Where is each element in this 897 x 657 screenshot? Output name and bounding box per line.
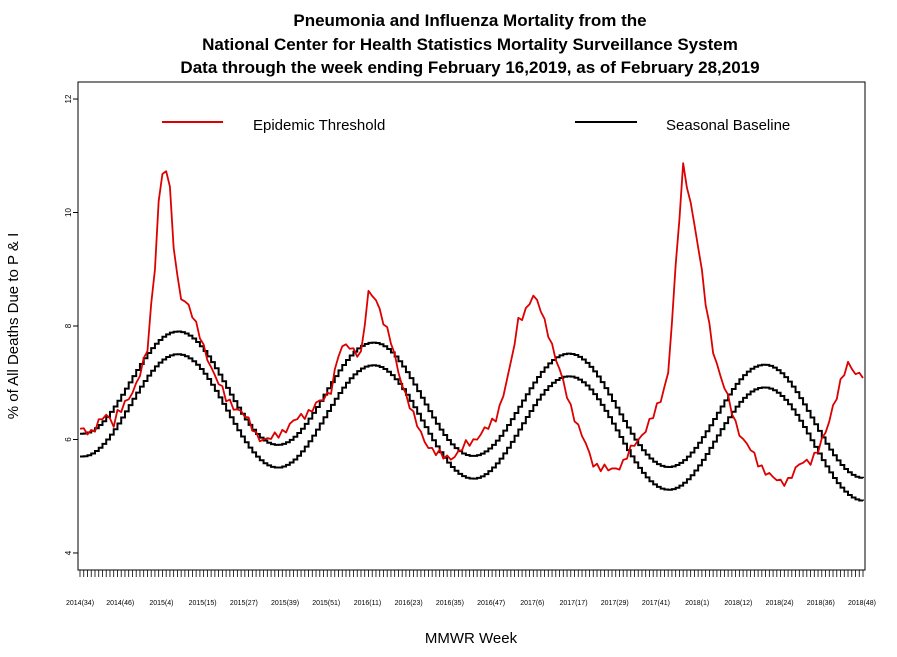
series-layer (79, 162, 864, 502)
x-tick-label: 2015(39) (271, 600, 299, 607)
y-axis: 4 6 8 10 12 (64, 94, 78, 555)
y-tick-label: 4 (64, 550, 73, 555)
y-tick-label: 6 (64, 437, 73, 442)
x-tick-label: 2016(47) (477, 600, 505, 607)
x-tick-label: 2015(51) (312, 600, 340, 607)
y-tick-label: 10 (64, 208, 73, 217)
title-line-3: Data through the week ending February 16… (180, 58, 759, 77)
legend-label-seasonal-baseline: Seasonal Baseline (666, 117, 790, 134)
x-tick-label: 2018(36) (807, 600, 835, 607)
x-tick-label: 2017(41) (642, 600, 670, 607)
legend: Epidemic Threshold Seasonal Baseline (162, 117, 790, 134)
legend-label-epidemic-threshold: Epidemic Threshold (253, 117, 385, 134)
y-tick-label: 8 (64, 323, 73, 328)
y-axis-label: % of All Deaths Due to P & I (5, 233, 22, 420)
x-tick-label: 2017(29) (601, 600, 629, 607)
x-tick-label: 2016(23) (395, 600, 423, 607)
x-tick-label: 2016(35) (436, 600, 464, 607)
pi-mortality-observed-line (79, 162, 864, 487)
x-tick-label: 2018(12) (724, 600, 752, 607)
seasonal-baseline-line (80, 353, 864, 502)
plot-frame (77, 81, 866, 571)
epidemic-threshold-band-line (80, 330, 864, 479)
x-axis-label: MMWR Week (425, 630, 518, 647)
x-tick-label: 2014(34) (66, 600, 94, 607)
x-tick-label: 2015(27) (230, 600, 258, 607)
x-axis: 2014(34) 2014(46) 2015(4) 2015(15) 2015(27) 2… (66, 570, 876, 607)
x-tick-label: 2016(11) (354, 600, 382, 607)
x-tick-label: 2017(17) (560, 600, 588, 607)
x-tick-label: 2018(1) (685, 600, 709, 607)
x-tick-label: 2015(4) (149, 600, 173, 607)
x-tick-label: 2017(6) (520, 600, 544, 607)
title-line-2: National Center for Health Statistics Mo… (202, 35, 738, 54)
x-tick-label: 2015(15) (189, 600, 217, 607)
x-tick-label: 2018(48) (848, 600, 876, 607)
chart-title: Pneumonia and Influenza Mortality from t… (180, 11, 759, 77)
x-tick-label: 2018(24) (766, 600, 794, 607)
title-line-1: Pneumonia and Influenza Mortality from t… (293, 11, 646, 30)
y-tick-label: 12 (64, 94, 73, 103)
x-tick-label: 2014(46) (106, 600, 134, 607)
